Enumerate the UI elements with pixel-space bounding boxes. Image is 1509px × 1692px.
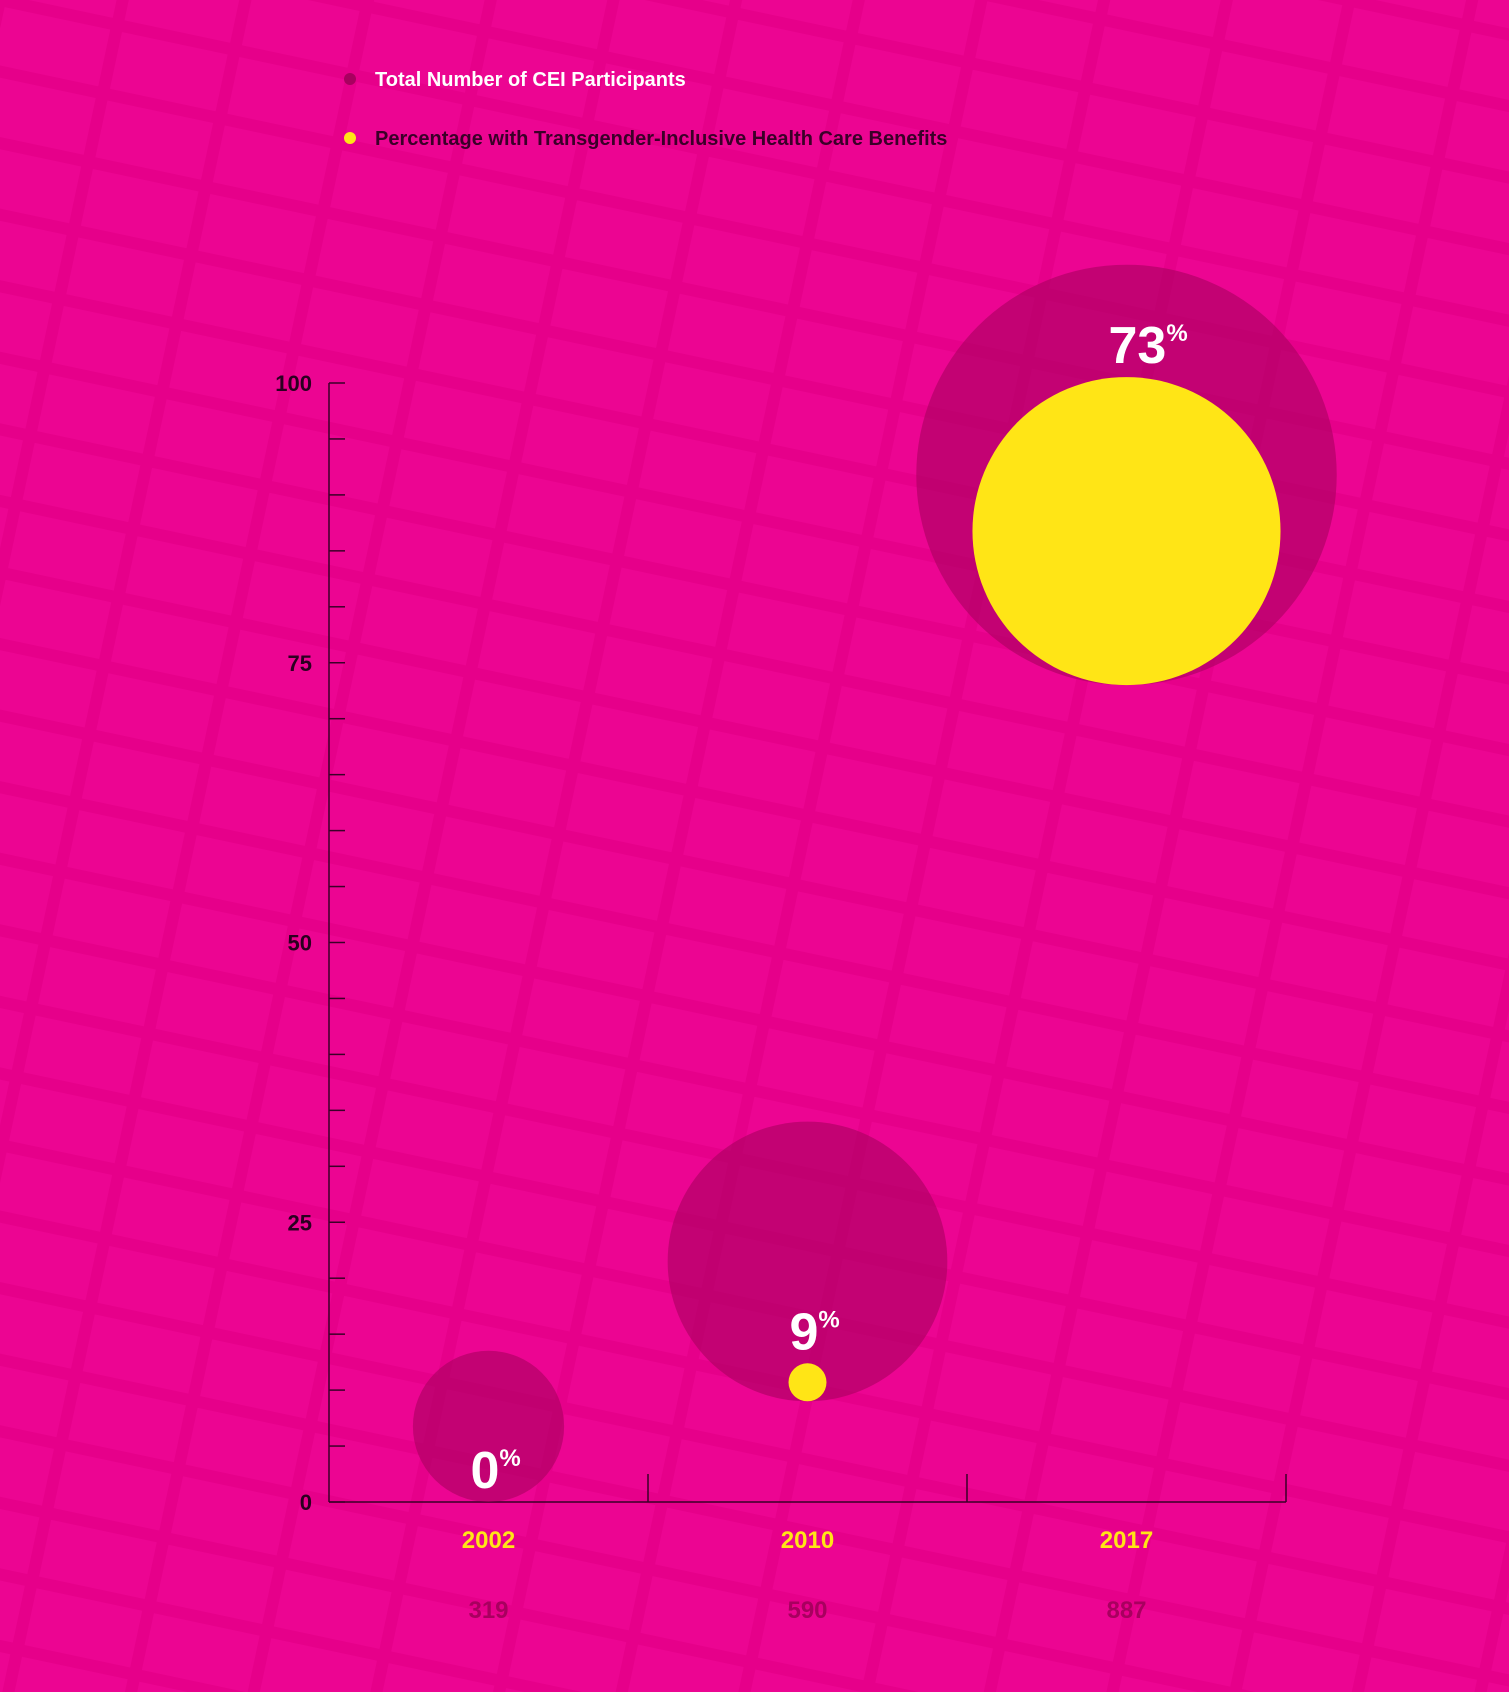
x-tick-label: 2010 <box>781 1527 834 1554</box>
percentage-bubble <box>788 1363 827 1402</box>
y-tick-label: 100 <box>275 371 312 396</box>
value-label: 9% <box>790 1303 840 1361</box>
legend-marker <box>344 132 356 144</box>
legend-label: Total Number of CEI Participants <box>375 69 686 91</box>
x-tick-label: 2002 <box>462 1527 515 1554</box>
legend-label: Percentage with Transgender-Inclusive He… <box>375 128 947 150</box>
participants-bubble <box>412 1350 565 1502</box>
y-tick-label: 25 <box>288 1210 312 1235</box>
x-tick-label: 2017 <box>1100 1527 1153 1554</box>
percentage-bubble <box>972 377 1281 686</box>
y-tick-label: 75 <box>288 651 312 676</box>
y-tick-label: 0 <box>300 1490 312 1515</box>
y-tick-label: 50 <box>288 931 312 956</box>
participants-bubble <box>667 1121 948 1402</box>
participants-label: 319 <box>468 1597 508 1624</box>
plot-area: Total Number of CEI Participants Percenta… <box>275 69 1337 1624</box>
participants-label: 887 <box>1106 1597 1146 1624</box>
value-label: 0% <box>471 1442 521 1500</box>
value-label: 73% <box>1109 317 1188 375</box>
legend-marker <box>344 73 356 85</box>
participants-label: 590 <box>787 1597 827 1624</box>
